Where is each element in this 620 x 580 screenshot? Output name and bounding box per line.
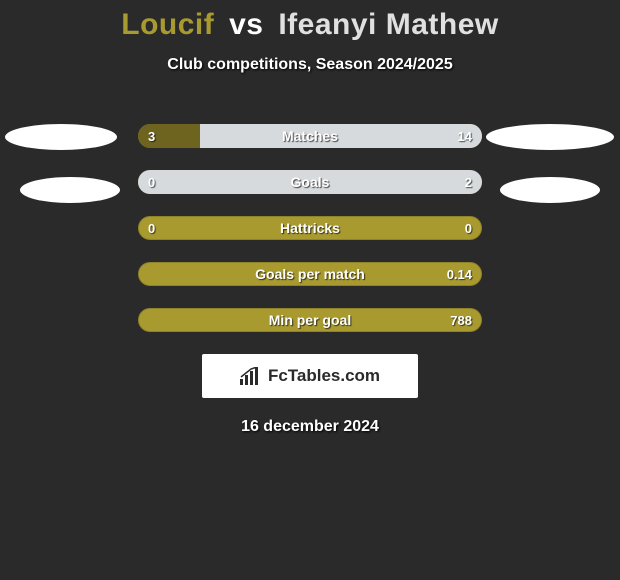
date-text: 16 december 2024 [0,418,620,436]
stat-value-left: 0 [138,170,165,194]
stat-value-left [138,262,158,286]
player2-name: Ifeanyi Mathew [278,8,498,41]
stat-row: 788Min per goal [138,308,482,332]
chart-icon [240,367,262,385]
stat-value-right: 788 [440,308,482,332]
player1-name: Loucif [121,8,214,41]
subtitle: Club competitions, Season 2024/2025 [0,56,620,74]
stat-value-right: 2 [455,170,482,194]
branding-text: FcTables.com [268,366,380,386]
stat-value-right: 14 [448,124,482,148]
stat-label: Hattricks [138,216,482,240]
player2-badge-top [486,124,614,150]
stat-label: Matches [138,124,482,148]
stat-row: 3 14Matches [138,124,482,148]
stat-value-right: 0 [455,216,482,240]
stat-rows: 314Matches02Goals00Hattricks0.14Goals pe… [138,124,482,332]
stat-row: 0.14Goals per match [138,262,482,286]
stat-label: Goals per match [138,262,482,286]
vs-text: vs [229,8,263,41]
stat-value-left: 3 [138,124,165,148]
stat-row: 0 2Goals [138,170,482,194]
player1-badge-bot [20,177,120,203]
stat-value-right: 0.14 [437,262,482,286]
stat-label: Min per goal [138,308,482,332]
comparison-title: Loucif vs Ifeanyi Mathew [0,0,620,42]
stat-value-left: 0 [138,216,165,240]
stat-row: 0 0Hattricks [138,216,482,240]
stat-value-left [138,308,158,332]
player2-badge-bot [500,177,600,203]
stat-label: Goals [138,170,482,194]
branding-badge: FcTables.com [202,354,418,398]
player1-badge-top [5,124,117,150]
